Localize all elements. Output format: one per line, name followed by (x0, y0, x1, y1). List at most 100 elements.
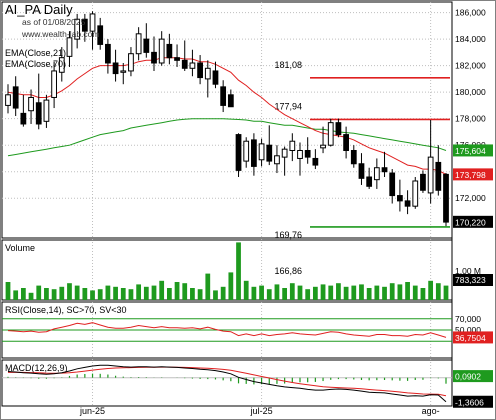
candle-body (212, 70, 219, 85)
volume-bar (113, 286, 118, 300)
macd-value-tag (453, 395, 493, 408)
chart-subtitle: as of 01/08/2025 (22, 17, 86, 27)
candle-body (381, 167, 388, 173)
volume-bar (28, 292, 34, 300)
macd-title: MACD(12,26,9) (5, 363, 68, 373)
candle-body (181, 59, 188, 69)
volume-bar (443, 285, 449, 300)
candle-body (66, 37, 73, 57)
price-tick-label: 172,000 (455, 193, 486, 203)
rsi-value-tag-label: 36,7504 (455, 333, 486, 343)
volume-bar (259, 285, 264, 300)
volume-bar (274, 284, 280, 300)
candle-body (335, 122, 342, 136)
volume-bar (74, 285, 80, 300)
volume-bar (5, 282, 11, 300)
candle-body (343, 134, 349, 151)
price-value-tag-label: 175,604 (455, 146, 486, 156)
candle-body (266, 144, 273, 162)
volume-bar (13, 290, 19, 300)
candle-body (81, 18, 88, 32)
volume-bar (312, 286, 318, 300)
candle-body (420, 173, 426, 191)
volume-bar (412, 285, 418, 300)
price-tick-label: 186,000 (455, 8, 486, 18)
candle-body (105, 43, 111, 64)
candle-body (143, 38, 150, 53)
x-tick-label: jun-25 (79, 406, 105, 416)
candle-body (443, 173, 449, 223)
volume-bar (90, 290, 95, 300)
volume-bar (428, 280, 434, 300)
candle-body (189, 62, 196, 69)
volume-bar (20, 288, 26, 300)
volume-axis-label: 1,00 M (455, 266, 481, 276)
candle-body (35, 102, 42, 125)
ema70-line (7, 118, 447, 157)
candle-body (227, 94, 234, 108)
macd-value-tag-label: 0,0902 (455, 372, 481, 382)
resistance-label: 177,94 (274, 101, 302, 111)
candle-body (97, 25, 104, 45)
candle-body (12, 86, 19, 109)
candle-body (74, 18, 81, 40)
candle-body (289, 140, 296, 151)
rsi-value-tag (453, 331, 493, 344)
volume-bar (36, 285, 42, 300)
volume-bar (251, 286, 257, 300)
support-label: 169,76 (274, 230, 302, 240)
candle-body (327, 122, 334, 146)
volume-bar (105, 285, 111, 300)
candle-body (166, 43, 173, 59)
candle-body (373, 167, 380, 181)
volume-bar (382, 286, 387, 300)
volume-bar (228, 272, 234, 300)
price-value-tag-label: 170,220 (455, 217, 486, 227)
volume-bar (289, 283, 295, 300)
candle-body (197, 62, 203, 79)
candle-body (389, 172, 396, 197)
candle-body (43, 99, 50, 122)
candle-body (258, 143, 265, 161)
macd-signal-line (8, 366, 447, 397)
volume-bar (174, 282, 180, 300)
price-tick-label: 184,000 (455, 34, 486, 44)
candle-body (174, 57, 180, 61)
volume-bar (435, 283, 441, 300)
volume-bar (67, 283, 72, 300)
candle-body (235, 134, 242, 171)
candle-body (312, 157, 319, 166)
volume-bar (166, 288, 172, 300)
candle-body (243, 140, 250, 162)
volume-bar (151, 285, 157, 300)
macd-line (7, 364, 447, 403)
candle-body (128, 53, 134, 72)
volume-bar (351, 285, 357, 300)
ema21-line (7, 57, 447, 175)
volume-bar (420, 288, 426, 300)
volume-bar (243, 280, 249, 300)
volume-bar (282, 288, 288, 300)
volume-bar (197, 289, 203, 300)
candle-body (58, 57, 65, 73)
candle-body (20, 112, 27, 125)
macd-value-tag-label: -1,3606 (455, 397, 484, 407)
volume-bar (405, 282, 410, 300)
volume-bar (266, 289, 272, 300)
candle-body (281, 148, 288, 158)
volume-bar (236, 242, 241, 300)
candle-body (412, 180, 419, 207)
volume-value-tag-label: 783,323 (455, 275, 486, 285)
volume-bar (343, 286, 349, 300)
volume-bar (128, 289, 134, 300)
volume-bar (51, 289, 57, 300)
volume-bar (220, 286, 226, 300)
volume-bar (374, 285, 380, 300)
volume-bar (82, 288, 88, 300)
price-tick-label: 182,000 (455, 61, 486, 71)
price-tick-label: 178,000 (455, 114, 486, 124)
volume-bar (213, 290, 218, 300)
candle-body (350, 149, 357, 165)
volume-bar (389, 283, 395, 300)
